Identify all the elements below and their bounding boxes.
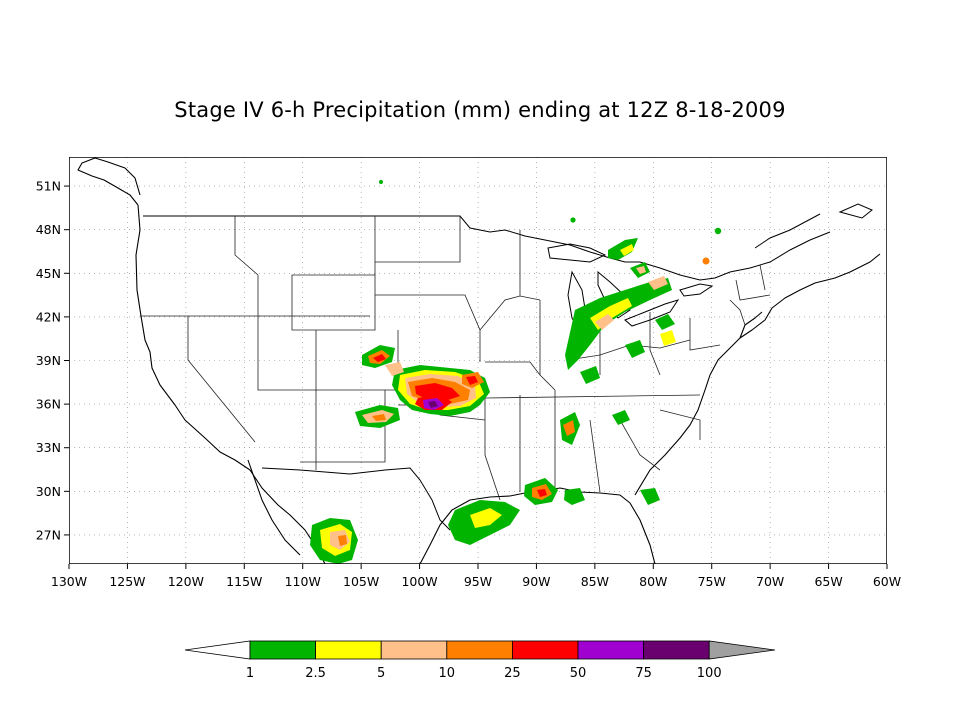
colorbar: 1 2.5 5 10 25 50 75 100	[184, 640, 776, 681]
colorbar-label: 25	[504, 666, 521, 681]
lat-tick-label: 36N	[36, 397, 61, 412]
colorbar-cell	[512, 640, 579, 660]
lon-tick-label: 70W	[756, 574, 784, 589]
colorbar-label: 5	[377, 666, 385, 681]
lat-tick-label: 51N	[36, 179, 61, 194]
colorbar-labels: 1 2.5 5 10 25 50 75 100	[246, 666, 722, 681]
lat-tick-label: 48N	[36, 222, 61, 237]
lon-tick-label: 130W	[51, 574, 87, 589]
map-panel	[69, 157, 887, 564]
colorbar-label: 50	[570, 666, 587, 681]
lat-tick-label: 42N	[36, 309, 61, 324]
colorbar-label: 75	[635, 666, 652, 681]
lat-tick-label: 33N	[36, 440, 61, 455]
lon-tick-label: 120W	[168, 574, 204, 589]
lon-tick-label: 125W	[109, 574, 145, 589]
lon-tick-label: 110W	[285, 574, 321, 589]
colorbar-cell	[380, 640, 448, 660]
colorbar-label: 2.5	[305, 666, 326, 681]
map-title: Stage IV 6-h Precipitation (mm) ending a…	[174, 98, 786, 122]
lon-tick-label: 60W	[873, 574, 901, 589]
lon-tick-label: 95W	[464, 574, 492, 589]
colorbar-low-arrow	[184, 640, 251, 660]
coastline	[77, 157, 881, 564]
axis-ticks	[64, 185, 888, 569]
colorbar-cell	[446, 640, 513, 660]
precip-areas	[310, 180, 722, 564]
lat-tick-label: 45N	[36, 266, 61, 281]
lon-tick-label: 85W	[581, 574, 609, 589]
colorbar-label: 10	[439, 666, 456, 681]
longitude-labels: 130W 125W 120W 115W 110W 105W 100W 95W 90W 85W 80W…	[51, 574, 901, 589]
lon-tick-label: 100W	[401, 574, 437, 589]
colorbar-cells	[184, 640, 776, 660]
colorbar-cell	[315, 640, 382, 660]
lon-tick-label: 115W	[226, 574, 262, 589]
colorbar-cell	[249, 640, 316, 660]
colorbar-high-arrow	[708, 640, 776, 660]
lon-tick-label: 105W	[343, 574, 379, 589]
latitude-labels: 51N 48N 45N 42N 39N 36N 33N 30N 27N	[36, 179, 61, 543]
lon-tick-label: 75W	[698, 574, 726, 589]
lon-tick-label: 80W	[639, 574, 667, 589]
colorbar-cell	[643, 640, 710, 660]
lat-tick-label: 27N	[36, 527, 61, 542]
colorbar-label: 100	[697, 666, 722, 681]
lon-tick-label: 65W	[814, 574, 842, 589]
colorbar-cell	[577, 640, 644, 660]
lat-tick-label: 39N	[36, 353, 61, 368]
lon-tick-label: 90W	[522, 574, 550, 589]
lat-tick-label: 30N	[36, 484, 61, 499]
colorbar-label: 1	[246, 666, 254, 681]
